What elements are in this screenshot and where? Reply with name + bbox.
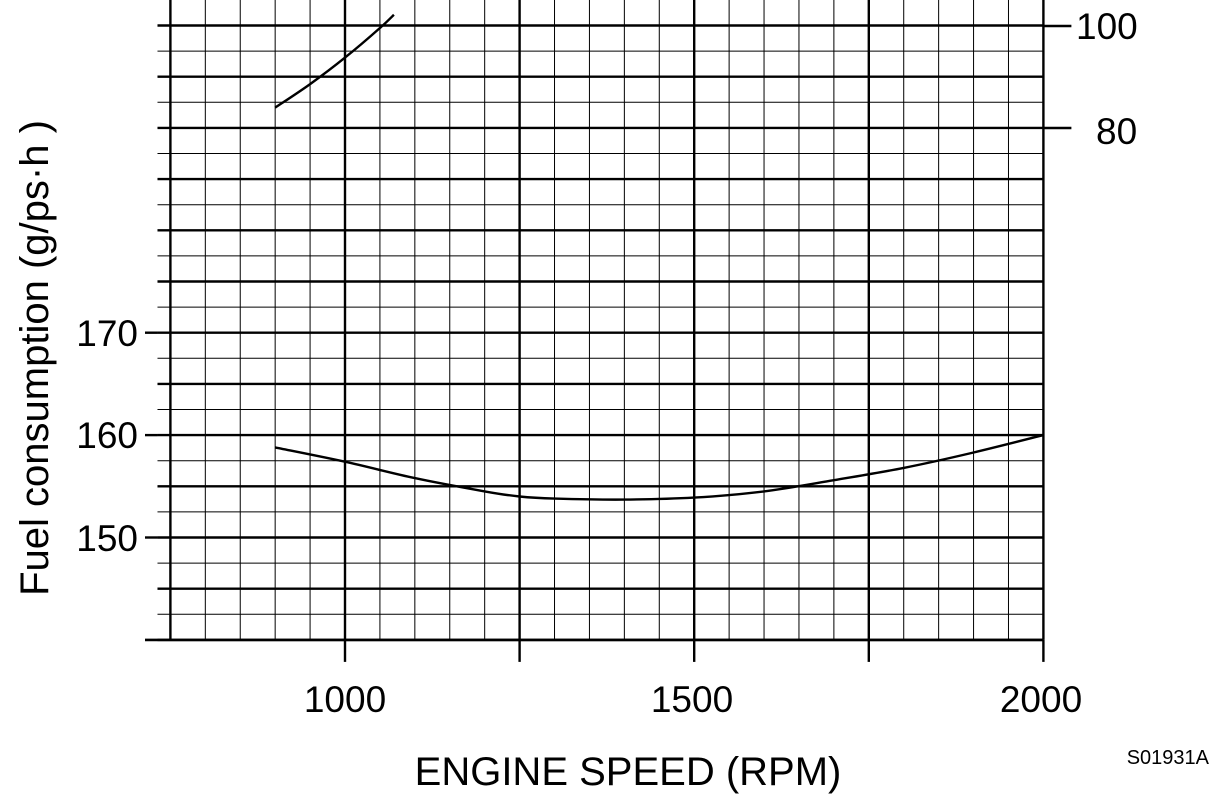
series-layer [274,13,1044,501]
x-tick-1500: 1500 [651,679,733,720]
y-right-tick-100: 100 [1076,6,1138,47]
grid-minor [157,0,1044,640]
y-right-tick-80: 80 [1096,111,1137,152]
x-axis-title: ENGINE SPEED (RPM) [415,750,842,794]
series-line-1 [274,13,395,109]
grid-major [145,0,1045,642]
tick-marks [145,24,1072,662]
y-tick-170: 170 [76,313,138,354]
figure-code: S01931A [1127,747,1210,769]
y-tick-160: 160 [76,415,138,456]
y-axis-title: Fuel consumption (g/ps·h ) [13,120,57,596]
x-tick-2000: 2000 [1000,679,1082,720]
x-tick-1000: 1000 [304,679,386,720]
y-tick-150: 150 [76,518,138,559]
series-line-0 [274,433,1044,501]
